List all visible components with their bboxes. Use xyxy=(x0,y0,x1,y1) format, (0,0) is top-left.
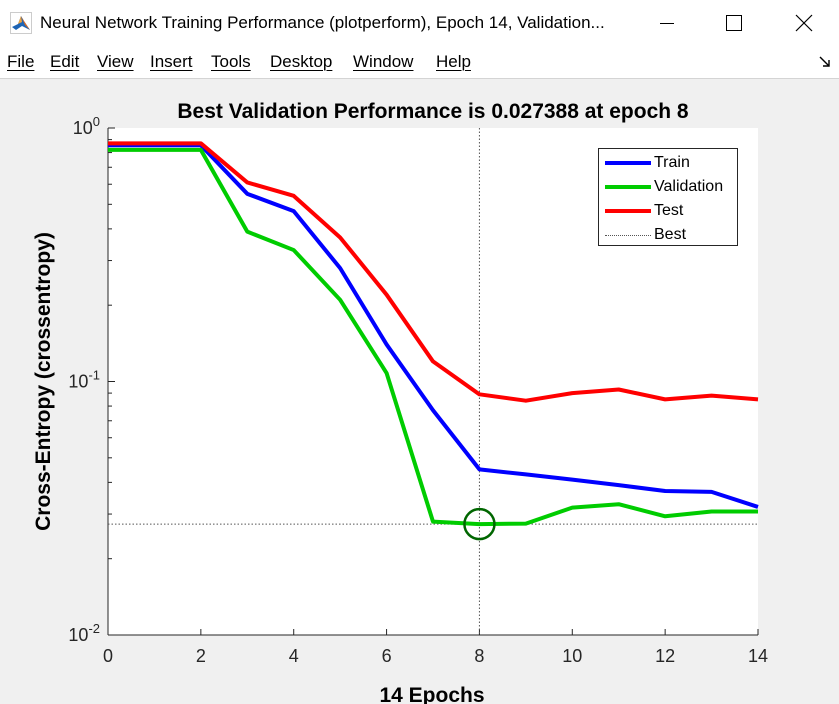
menu-tools[interactable]: Tools xyxy=(211,52,251,71)
legend-train-line xyxy=(605,161,651,165)
legend-train-label: Train xyxy=(654,154,690,171)
x-tick-label: 4 xyxy=(289,646,299,666)
chart-legend[interactable]: Train Validation Test Best xyxy=(598,148,738,246)
x-tick-label: 14 xyxy=(748,646,768,666)
y-axis-label: Cross-Entropy (crossentropy) xyxy=(32,232,55,531)
legend-best-label: Best xyxy=(654,226,687,243)
y-tick-label: 100 xyxy=(73,114,100,138)
x-tick-label: 12 xyxy=(655,646,675,666)
y-tick-label: 10-2 xyxy=(68,621,100,645)
legend-item-test: Test xyxy=(599,200,739,224)
train-series-line xyxy=(108,143,759,509)
x-axis-label: 14 Epochs xyxy=(379,684,484,704)
menu-help[interactable]: Help xyxy=(436,52,471,71)
dock-arrow-icon[interactable] xyxy=(819,56,831,68)
menu-window[interactable]: Window xyxy=(353,52,414,71)
legend-item-train: Train xyxy=(599,152,739,176)
x-tick-label: 6 xyxy=(382,646,392,666)
x-tick-label: 0 xyxy=(103,646,113,666)
menu-bar: File Edit View Insert Tools Desktop Wind… xyxy=(0,46,839,79)
menu-view[interactable]: View xyxy=(97,52,134,71)
legend-best-line xyxy=(605,235,651,236)
legend-test-line xyxy=(605,209,651,213)
validation-series-line xyxy=(108,147,758,527)
close-button[interactable] xyxy=(774,0,834,46)
test-series-line xyxy=(108,141,759,403)
close-icon xyxy=(795,14,813,32)
x-tick-label: 8 xyxy=(474,646,484,666)
chart-title: Best Validation Performance is 0.027388 … xyxy=(177,100,689,123)
legend-validation-line xyxy=(605,185,651,189)
matlab-logo-icon xyxy=(10,12,32,34)
menu-desktop[interactable]: Desktop xyxy=(270,52,333,71)
legend-item-validation: Validation xyxy=(599,176,739,200)
minimize-icon xyxy=(660,23,674,24)
window-title: Neural Network Training Performance (plo… xyxy=(40,13,605,32)
x-tick-label: 10 xyxy=(562,646,582,666)
menu-insert[interactable]: Insert xyxy=(150,52,193,71)
maximize-button[interactable] xyxy=(704,0,764,46)
minimize-button[interactable] xyxy=(637,0,697,46)
legend-test-label: Test xyxy=(654,202,684,219)
legend-item-best: Best xyxy=(599,224,739,248)
legend-validation-label: Validation xyxy=(654,178,724,195)
x-tick-label: 2 xyxy=(196,646,206,666)
best-validation-marker xyxy=(463,507,496,541)
title-bar: Neural Network Training Performance (plo… xyxy=(0,0,839,46)
menu-file[interactable]: File xyxy=(7,52,35,71)
y-tick-label: 10-1 xyxy=(68,368,100,392)
menu-edit[interactable]: Edit xyxy=(50,52,80,71)
maximize-icon xyxy=(726,15,742,31)
